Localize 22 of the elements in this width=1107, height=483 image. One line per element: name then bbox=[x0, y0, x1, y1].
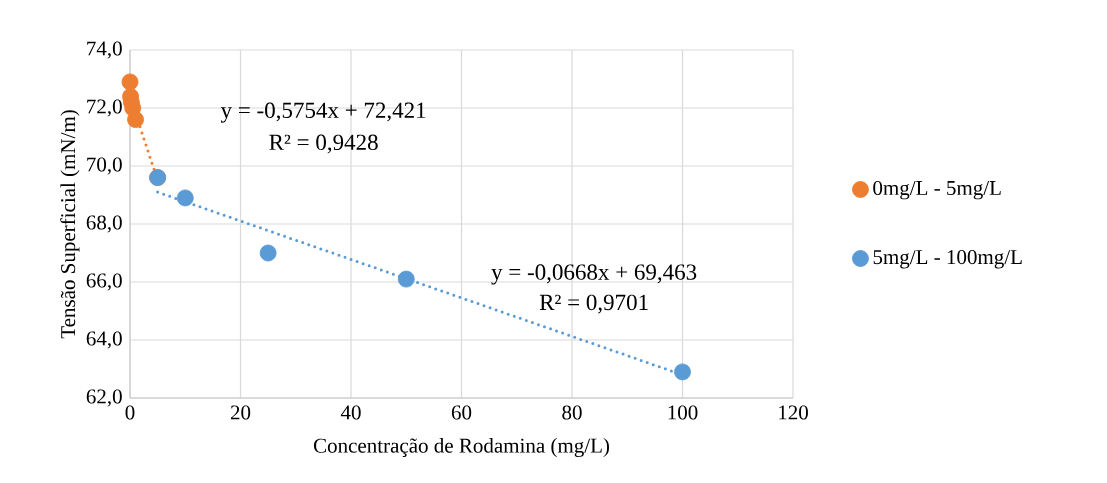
y-tick-label: 68,0 bbox=[86, 215, 122, 233]
x-tick-label: 0 bbox=[125, 405, 135, 420]
y-axis-title: Tensão Superficial (mN/m) bbox=[60, 110, 80, 339]
x-tick-label: 20 bbox=[230, 405, 251, 420]
x-tick-label: 40 bbox=[340, 405, 361, 420]
y-tick-label: 72,0 bbox=[87, 99, 122, 117]
annotation: R² = 0,9428 bbox=[269, 134, 378, 154]
y-tick-label: 74,0 bbox=[87, 41, 122, 59]
annotation: y = -0,0668x + 69,463 bbox=[491, 264, 697, 285]
y-tick-label: 66,0 bbox=[86, 273, 122, 291]
x-tick-label: 60 bbox=[451, 405, 472, 420]
annotation: y = -0,5754x + 72,421 bbox=[220, 102, 426, 123]
x-tick-label: 100 bbox=[668, 405, 698, 420]
legend-label: 5mg/L - 100mg/L bbox=[873, 250, 1022, 269]
y-tick-label: 62,0 bbox=[86, 389, 122, 407]
y-tick-label: 64,0 bbox=[86, 331, 122, 349]
x-axis-title: Concentração de Rodamina (mg/L) bbox=[313, 437, 610, 458]
y-tick-label: 70,0 bbox=[87, 157, 122, 175]
x-tick-label: 80 bbox=[562, 405, 582, 420]
legend-label: 0mg/L - 5mg/L bbox=[873, 180, 1001, 200]
annotation: R² = 0,9701 bbox=[539, 294, 648, 314]
x-tick-label: 120 bbox=[779, 405, 808, 420]
